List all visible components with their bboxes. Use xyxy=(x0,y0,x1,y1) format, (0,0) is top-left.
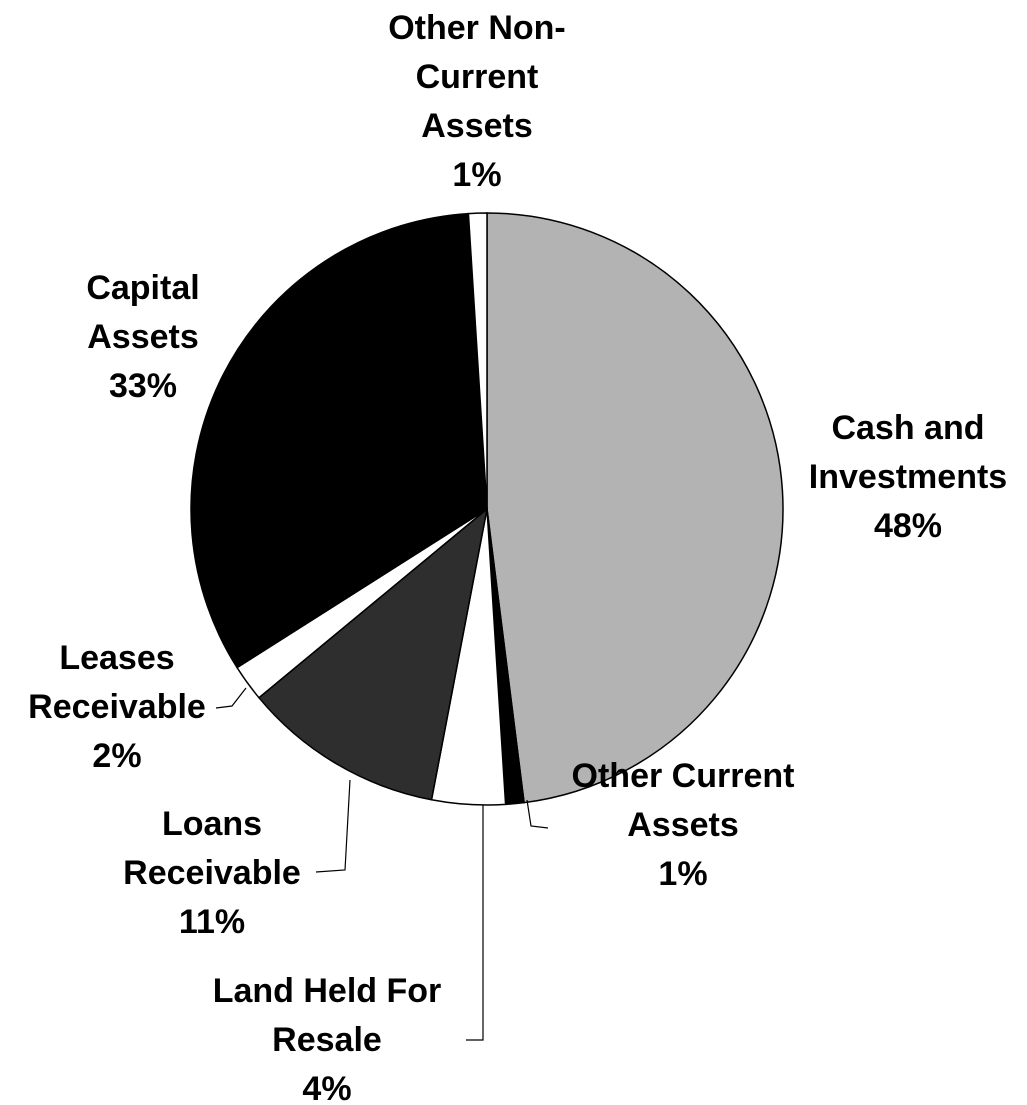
slice-label-line: Receivable xyxy=(123,854,301,892)
leader-line xyxy=(215,687,247,709)
slice-label: Land Held For Resale 4% xyxy=(213,972,442,1105)
leader-line xyxy=(526,799,549,829)
slice-value-label: 2% xyxy=(92,737,141,775)
slice-value-label: 48% xyxy=(874,507,942,545)
slice-label-line: Assets xyxy=(87,318,199,356)
slice-value-label: 4% xyxy=(302,1070,351,1105)
slice-label-line: Receivable xyxy=(28,688,206,726)
slice-label: Capital Assets 33% xyxy=(86,269,199,405)
slice-value-label: 1% xyxy=(452,156,501,194)
slice-label-line: Other Non- xyxy=(388,9,566,47)
slice-label-line: Land Held For xyxy=(213,972,442,1010)
slice-label: Cash and Investments 48% xyxy=(809,409,1007,545)
pie-slice xyxy=(486,212,784,804)
slice-label-line: Loans xyxy=(162,805,262,843)
slice-label-line: Leases xyxy=(59,639,174,677)
slice-label: Other Non- Current Assets 1% xyxy=(388,9,566,194)
pie-slice xyxy=(467,212,488,510)
slice-value-label: 11% xyxy=(179,903,245,941)
slice-label-line: Assets xyxy=(421,107,533,145)
slice-value-label: 1% xyxy=(658,855,707,893)
slice-label-line: Current xyxy=(416,58,539,96)
slice-label-line: Resale xyxy=(272,1021,382,1059)
slice-label-line: Assets xyxy=(627,806,739,844)
slice-label-line: Investments xyxy=(809,458,1007,496)
slice-label-line: Other Current xyxy=(572,757,795,795)
slice-value-label: 33% xyxy=(109,367,177,405)
slice-label: Loans Receivable 11% xyxy=(123,805,301,941)
slice-label: Other Current Assets 1% xyxy=(572,757,795,893)
slice-label-line: Cash and xyxy=(831,409,984,447)
pie-slice xyxy=(190,212,488,669)
slice-label-line: Capital xyxy=(86,269,199,307)
leader-line xyxy=(466,805,484,1041)
leader-line xyxy=(315,779,351,873)
pie-slice xyxy=(257,507,489,801)
slice-label: Leases Receivable 2% xyxy=(28,639,206,775)
